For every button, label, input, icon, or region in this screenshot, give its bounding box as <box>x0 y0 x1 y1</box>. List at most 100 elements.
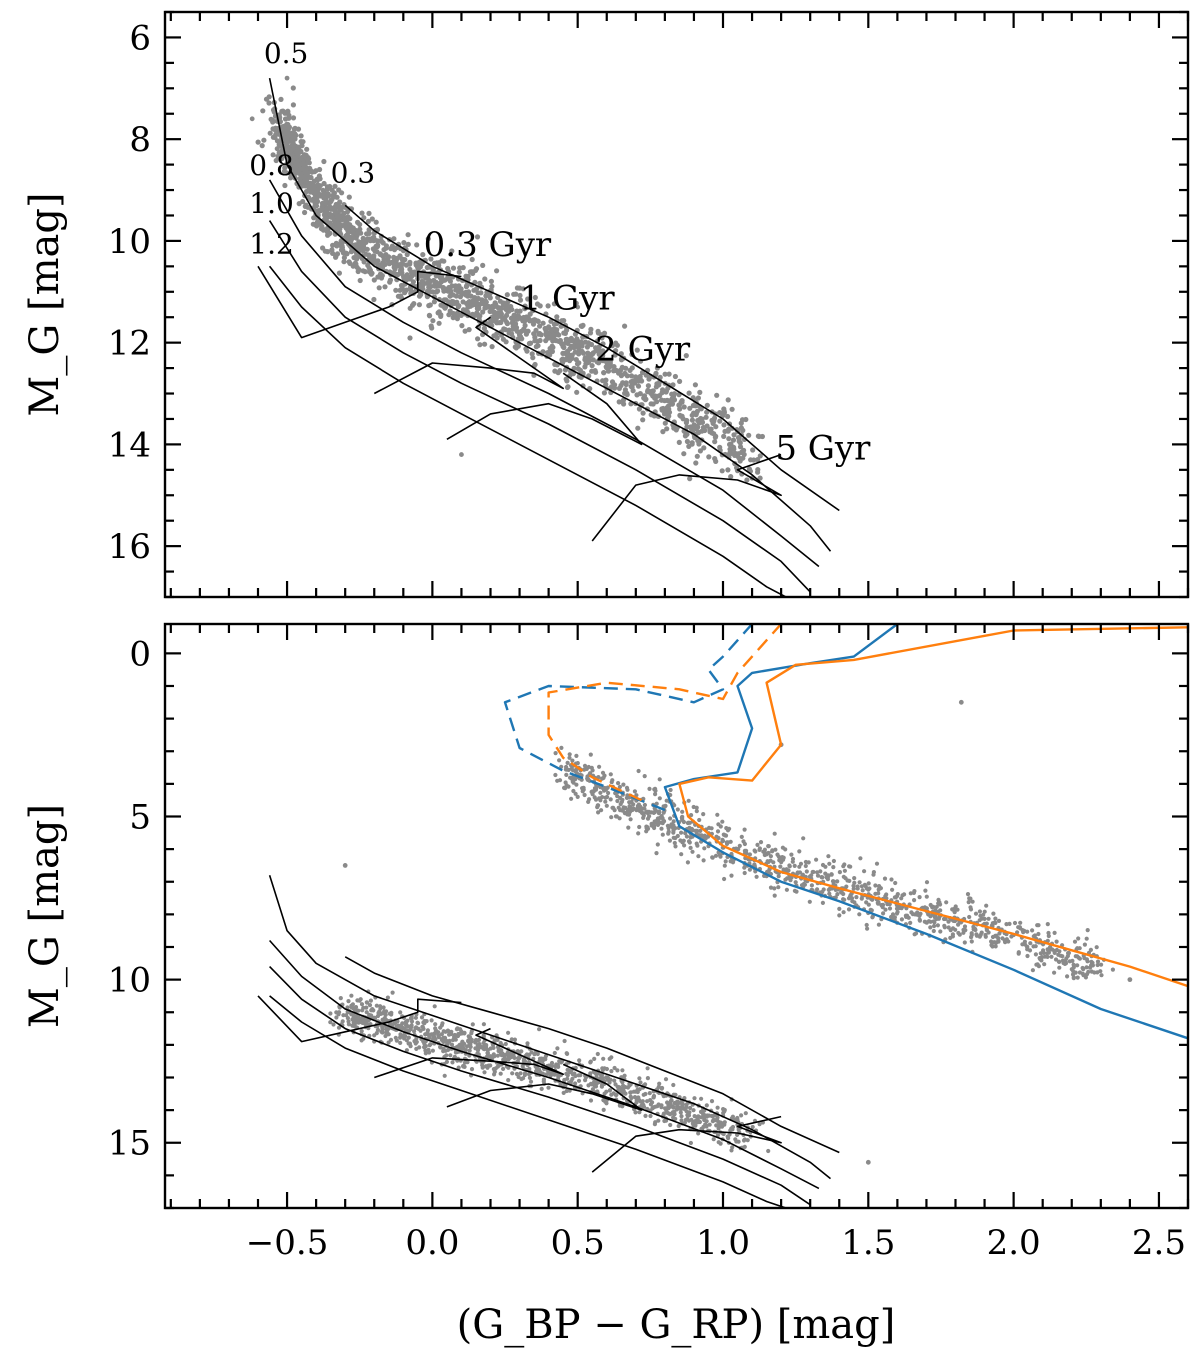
data-point <box>582 763 588 768</box>
data-point <box>993 944 998 949</box>
data-point <box>688 1105 693 1111</box>
data-point <box>870 914 875 919</box>
data-point <box>610 805 615 810</box>
data-point <box>452 311 458 317</box>
data-point <box>1045 938 1050 944</box>
data-point <box>662 398 668 404</box>
data-point <box>982 909 987 914</box>
data-point <box>784 867 789 872</box>
data-point <box>665 823 671 828</box>
mass-label: 1.2 <box>249 228 294 261</box>
data-point <box>359 1038 364 1043</box>
data-point <box>290 102 296 108</box>
data-point <box>393 1020 398 1025</box>
data-point <box>477 280 483 286</box>
data-point <box>624 392 630 398</box>
scatter-points <box>249 75 766 483</box>
data-point <box>780 845 786 850</box>
data-point <box>577 367 584 373</box>
data-point <box>378 275 385 281</box>
data-point <box>712 456 718 462</box>
data-point <box>876 922 882 927</box>
data-point <box>1042 962 1047 967</box>
data-point <box>609 1069 614 1074</box>
data-point <box>1084 972 1090 977</box>
data-point <box>1004 937 1009 942</box>
data-point <box>528 340 534 346</box>
data-point <box>1084 957 1089 962</box>
data-point <box>650 1106 655 1111</box>
data-point <box>702 846 707 851</box>
data-point <box>1084 936 1089 941</box>
data-point <box>358 239 364 246</box>
series-line-5 <box>257 265 462 339</box>
data-point <box>762 849 767 854</box>
data-point <box>575 304 581 310</box>
series-line-3 <box>547 624 782 802</box>
data-point <box>311 196 317 202</box>
data-point <box>725 1134 730 1139</box>
data-point <box>389 1022 395 1027</box>
data-point <box>693 460 699 466</box>
data-point <box>463 273 469 279</box>
data-point <box>371 253 377 259</box>
data-point <box>692 1096 697 1101</box>
data-point <box>880 902 886 908</box>
data-point <box>595 803 600 808</box>
data-point <box>647 1091 652 1096</box>
data-point <box>556 332 562 338</box>
data-point <box>662 804 667 809</box>
data-point <box>669 391 675 397</box>
data-point <box>1049 954 1054 959</box>
data-point <box>755 433 762 439</box>
data-point <box>492 1054 497 1059</box>
data-point <box>420 252 426 258</box>
data-point <box>425 275 431 282</box>
data-point <box>841 910 846 915</box>
y-tick-label: 14 <box>108 425 151 465</box>
data-point <box>354 243 360 249</box>
data-point <box>589 1082 594 1087</box>
data-point <box>462 1064 467 1069</box>
data-point <box>377 251 383 257</box>
data-point <box>283 170 290 176</box>
data-point <box>1071 962 1076 967</box>
series-line-1 <box>503 624 753 812</box>
data-point <box>529 351 535 357</box>
data-point <box>545 303 551 309</box>
data-point <box>637 808 643 814</box>
data-point <box>517 292 523 299</box>
data-point <box>801 836 806 841</box>
data-point <box>372 1033 377 1038</box>
data-point <box>501 326 507 332</box>
y-tick-label: 12 <box>108 324 151 364</box>
data-point <box>376 285 382 291</box>
data-point <box>368 271 374 277</box>
data-point <box>444 1053 449 1058</box>
data-point <box>582 339 589 345</box>
data-point <box>686 798 691 803</box>
data-point <box>533 344 539 350</box>
data-point <box>754 874 759 879</box>
data-point <box>716 1140 721 1145</box>
data-point <box>339 223 345 229</box>
data-point <box>286 112 292 118</box>
data-point <box>627 795 632 800</box>
data-point <box>371 296 377 303</box>
data-point <box>711 415 718 421</box>
data-point <box>467 269 473 275</box>
x-axis-label: (G_BP − G_RP) [mag] <box>457 1302 896 1348</box>
series-line-2 <box>678 626 1188 988</box>
data-point <box>696 1131 701 1136</box>
data-point <box>431 299 437 305</box>
data-point <box>462 1030 467 1035</box>
data-point <box>428 256 434 262</box>
data-point <box>697 817 702 823</box>
data-point <box>692 382 699 388</box>
data-point <box>742 1137 747 1142</box>
data-point <box>852 900 857 905</box>
data-point <box>532 317 538 323</box>
data-point <box>602 773 607 778</box>
data-point <box>609 1055 614 1060</box>
data-point <box>588 752 593 757</box>
